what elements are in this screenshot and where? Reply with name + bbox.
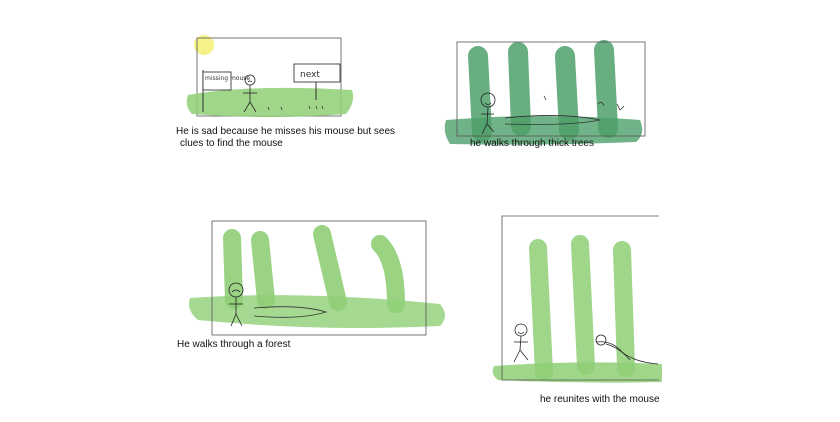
path-line [504, 115, 601, 125]
stick-figure-walking-2 [480, 92, 496, 135]
tree-trunk [555, 46, 579, 140]
tree-trunk [508, 42, 531, 136]
panel-1: missing mouse next [186, 35, 354, 117]
clue-mark [543, 95, 547, 101]
path-line [253, 306, 328, 318]
tree-trunk [571, 235, 595, 375]
clue-mark [597, 102, 605, 107]
tree-trunk [251, 231, 275, 309]
tree-trunk [613, 241, 635, 377]
clue-marks [267, 105, 324, 111]
stick-figure-happy [513, 323, 529, 363]
stick-figure-sad [243, 74, 257, 113]
panel-4-frame [501, 215, 659, 381]
panel-4 [492, 215, 662, 383]
panel-2-ground [444, 116, 643, 145]
caption-panel-3: He walks through a forest [177, 339, 291, 350]
tree-trunk [371, 235, 405, 313]
sign-text-missing: missing mouse [205, 75, 250, 82]
sign-text-next: next [300, 70, 320, 80]
panel-1-grass [186, 87, 354, 117]
mouse-figure [595, 334, 659, 365]
panel-3-ground [189, 295, 445, 328]
tree-trunk [313, 225, 347, 311]
panel-3 [189, 220, 445, 336]
caption-panel-1-line-1: He is sad because he misses his mouse bu… [176, 126, 395, 137]
caption-panel-1-line-2: clues to find the mouse [180, 138, 283, 149]
panel-2-frame [456, 41, 646, 137]
missing-mouse-sign: missing mouse [202, 70, 250, 112]
sun [194, 35, 214, 55]
caption-panel-2: he walks through thick trees [470, 138, 594, 149]
tree-trunk [529, 239, 553, 381]
clue-mark [616, 103, 625, 111]
panel-2 [444, 40, 646, 145]
caption-panel-4: he reunites with the mouse [540, 394, 660, 405]
tree-trunk [468, 46, 492, 142]
tree-trunk [594, 40, 618, 138]
tree-trunk [223, 229, 243, 309]
panel-3-frame [211, 220, 427, 336]
stick-figure-walking-3 [228, 282, 244, 327]
next-sign: next [293, 63, 341, 100]
